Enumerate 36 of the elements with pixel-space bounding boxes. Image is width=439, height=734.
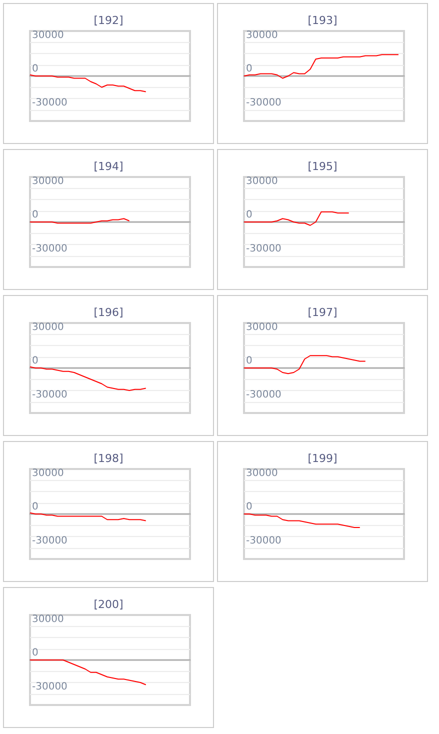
y-tick-label: -30000 (32, 97, 68, 108)
y-tick-label: -30000 (246, 389, 282, 400)
chart-title: [193] (308, 14, 338, 27)
y-tick-label: -30000 (246, 97, 282, 108)
y-tick-label: 30000 (32, 468, 64, 479)
y-tick-label: -30000 (32, 243, 68, 254)
y-tick-label: 0 (246, 64, 252, 74)
y-tick-label: 0 (246, 210, 252, 220)
y-tick-label: 30000 (32, 176, 64, 187)
y-tick-label: 0 (32, 64, 38, 74)
y-tick-label: 30000 (32, 322, 64, 333)
y-tick-label: -30000 (32, 681, 68, 692)
y-tick-label: 30000 (246, 30, 278, 41)
y-tick-label: 0 (32, 648, 38, 658)
chart-title: [199] (308, 452, 338, 465)
y-tick-label: 0 (32, 502, 38, 512)
chart-title: [196] (94, 306, 124, 319)
y-tick-label: 30000 (32, 614, 64, 625)
chart-title: [192] (94, 14, 124, 27)
y-tick-label: -30000 (246, 535, 282, 546)
y-tick-label: 30000 (246, 322, 278, 333)
y-tick-label: 0 (246, 356, 252, 366)
y-tick-label: -30000 (32, 535, 68, 546)
chart-title: [194] (94, 160, 124, 173)
chart-title: [195] (308, 160, 338, 173)
y-tick-label: 0 (32, 210, 38, 220)
chart-title: [197] (308, 306, 338, 319)
chart-title: [200] (94, 598, 124, 611)
y-tick-label: 30000 (246, 176, 278, 187)
y-tick-label: 0 (246, 502, 252, 512)
y-tick-label: -30000 (246, 243, 282, 254)
y-tick-label: 30000 (32, 30, 64, 41)
y-tick-label: 0 (32, 356, 38, 366)
y-tick-label: -30000 (32, 389, 68, 400)
chart-title: [198] (94, 452, 124, 465)
y-tick-label: 30000 (246, 468, 278, 479)
